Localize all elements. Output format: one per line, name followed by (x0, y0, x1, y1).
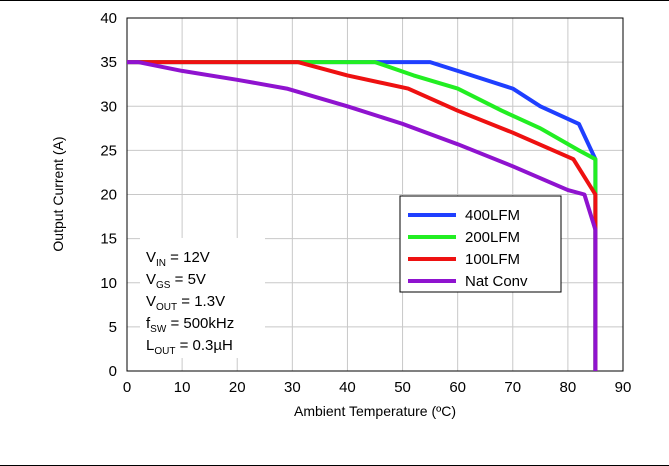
x-tick-label: 20 (229, 379, 246, 396)
series-line-nat-conv (127, 60, 598, 371)
grid-lines (127, 18, 623, 371)
annotation-line: VGS = 5V (146, 271, 206, 291)
x-tick-label: 10 (174, 379, 191, 396)
x-tick-label: 90 (615, 379, 632, 396)
x-axis-label: Ambient Temperature (ºC) (294, 403, 456, 419)
series-line-200lfm (127, 60, 598, 371)
x-tick-label: 40 (339, 379, 356, 396)
x-tick-labels: 0 10 20 30 40 50 60 70 80 90 (123, 379, 632, 396)
legend-label: 200LFM (465, 229, 520, 246)
x-tick-label: 0 (123, 379, 131, 396)
y-tick-label: 40 (100, 10, 117, 27)
y-axis-label: Output Current (A) (50, 136, 66, 251)
legend-label: 400LFM (465, 207, 520, 224)
y-tick-label: 15 (100, 231, 117, 248)
top-rule (0, 0, 669, 1)
x-tick-label: 80 (560, 379, 577, 396)
y-tick-labels: 0 5 10 15 20 25 30 35 40 (100, 10, 117, 380)
y-tick-label: 10 (100, 275, 117, 292)
x-tick-label: 70 (504, 379, 521, 396)
x-tick-label: 30 (284, 379, 301, 396)
annotation-line: fSW = 500kHz (146, 315, 234, 335)
series-layer (127, 60, 598, 371)
y-tick-label: 35 (100, 54, 117, 71)
x-tick-label: 50 (394, 379, 411, 396)
annotation-line: VIN = 12V (146, 249, 210, 269)
y-tick-label: 30 (100, 98, 117, 115)
legend-label: Nat Conv (465, 273, 528, 290)
annotation-line: VOUT = 1.3V (146, 293, 225, 313)
y-tick-label: 25 (100, 142, 117, 159)
legend: 400LFM 200LFM 100LFM Nat Conv (399, 195, 562, 293)
legend-label: 100LFM (465, 251, 520, 268)
y-tick-label: 20 (100, 187, 117, 204)
series-line-100lfm (127, 60, 598, 371)
plot-frame (126, 17, 624, 372)
y-tick-label: 0 (109, 363, 117, 380)
x-tick-label: 60 (449, 379, 466, 396)
y-tick-label: 5 (109, 319, 117, 336)
annotation-line: LOUT = 0.3µH (146, 337, 233, 357)
series-line-400lfm (127, 60, 598, 371)
